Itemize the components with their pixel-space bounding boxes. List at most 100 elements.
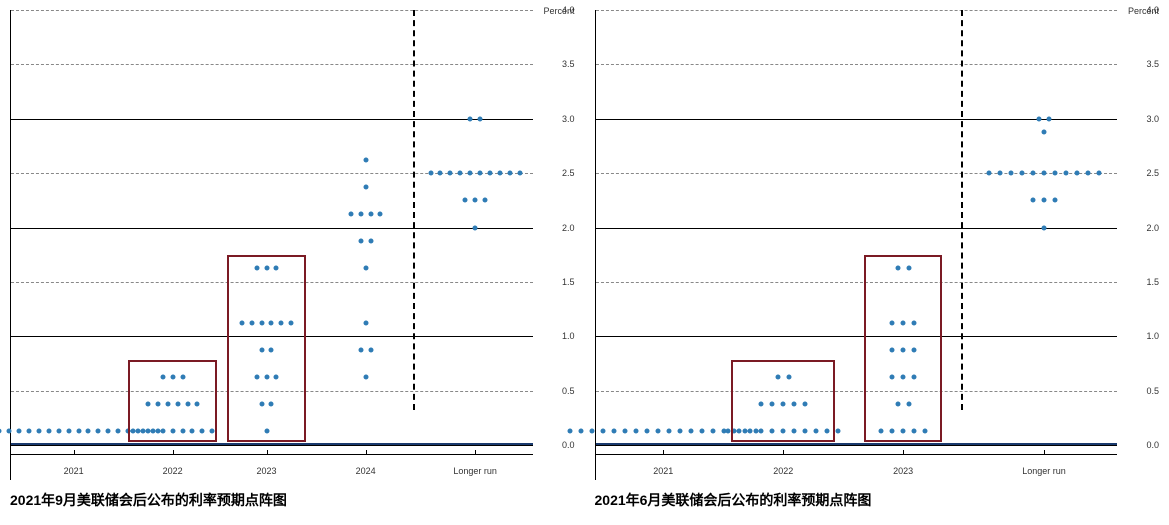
dot [677, 429, 682, 434]
x-tick-label: 2022 [163, 466, 183, 476]
dot [274, 266, 279, 271]
dot [175, 402, 180, 407]
dot [912, 320, 917, 325]
dot [1041, 171, 1046, 176]
dot [463, 198, 468, 203]
y-tick-label: 2.5 [1142, 168, 1159, 178]
dot [912, 375, 917, 380]
dot [890, 347, 895, 352]
gridline [596, 173, 1118, 174]
dot [86, 429, 91, 434]
x-axis-rule [596, 443, 1118, 445]
dot [473, 198, 478, 203]
y-tick-label: 0.0 [1142, 440, 1159, 450]
y-tick-label: 1.0 [558, 331, 575, 341]
dot [254, 266, 259, 271]
dot [890, 429, 895, 434]
y-tick-label: 3.5 [1142, 59, 1159, 69]
x-tick-label: 2021 [64, 466, 84, 476]
dot [96, 429, 101, 434]
dot [368, 347, 373, 352]
dot [140, 429, 145, 434]
dot [259, 347, 264, 352]
dot [46, 429, 51, 434]
y-tick-label: 3.0 [558, 114, 575, 124]
dot [368, 239, 373, 244]
dot [814, 429, 819, 434]
longer-run-divider [413, 10, 415, 410]
dot [803, 402, 808, 407]
dot [1041, 198, 1046, 203]
dot [180, 429, 185, 434]
dot-plot-container: Percent0.00.51.01.52.02.53.03.54.0202120… [10, 10, 1159, 510]
dot [912, 429, 917, 434]
dot [274, 375, 279, 380]
x-tick-label: 2023 [893, 466, 913, 476]
dot [1041, 130, 1046, 135]
dot [901, 375, 906, 380]
x-tick-label: Longer run [1022, 466, 1066, 476]
gridline [11, 282, 533, 283]
y-tick-label: 1.0 [1142, 331, 1159, 341]
dot [792, 402, 797, 407]
dot [478, 171, 483, 176]
dot [239, 320, 244, 325]
gridline [11, 391, 533, 392]
dot [601, 429, 606, 434]
dot [269, 402, 274, 407]
dot [116, 429, 121, 434]
dot [458, 171, 463, 176]
dot [792, 429, 797, 434]
gridline [596, 10, 1118, 11]
dot [368, 211, 373, 216]
longer-run-divider [961, 10, 963, 410]
dot [289, 320, 294, 325]
dot [507, 171, 512, 176]
panel-left: Percent0.00.51.01.52.02.53.03.54.0202120… [10, 10, 575, 510]
x-tick-mark [903, 450, 904, 455]
dot [249, 320, 254, 325]
dot [906, 402, 911, 407]
dot [912, 347, 917, 352]
x-axis-base [11, 454, 533, 455]
gridline [11, 10, 533, 11]
dot [1031, 171, 1036, 176]
dot [1047, 116, 1052, 121]
x-tick-label: 2022 [773, 466, 793, 476]
dot [358, 211, 363, 216]
dot [17, 429, 22, 434]
y-tick-label: 2.0 [558, 223, 575, 233]
y-tick-label: 4.0 [558, 5, 575, 15]
gridline [11, 64, 533, 65]
dot [348, 211, 353, 216]
dot [655, 429, 660, 434]
dot [36, 429, 41, 434]
dot [358, 347, 363, 352]
dot [901, 320, 906, 325]
dot [1020, 171, 1025, 176]
dot [688, 429, 693, 434]
x-tick-mark [74, 450, 75, 455]
dot [56, 429, 61, 434]
dot [644, 429, 649, 434]
dot [145, 402, 150, 407]
dot [264, 429, 269, 434]
dot [879, 429, 884, 434]
dot [895, 266, 900, 271]
x-tick-mark [173, 450, 174, 455]
dot [1041, 225, 1046, 230]
x-axis-base [596, 454, 1118, 455]
dot [76, 429, 81, 434]
dot [378, 211, 383, 216]
x-tick-mark [267, 450, 268, 455]
dot [786, 375, 791, 380]
dot [468, 116, 473, 121]
dot [568, 429, 573, 434]
y-tick-label: 4.0 [1142, 5, 1159, 15]
dot [1063, 171, 1068, 176]
dot [895, 402, 900, 407]
dot [803, 429, 808, 434]
x-axis-rule [11, 443, 533, 445]
dot [923, 429, 928, 434]
dot [1096, 171, 1101, 176]
